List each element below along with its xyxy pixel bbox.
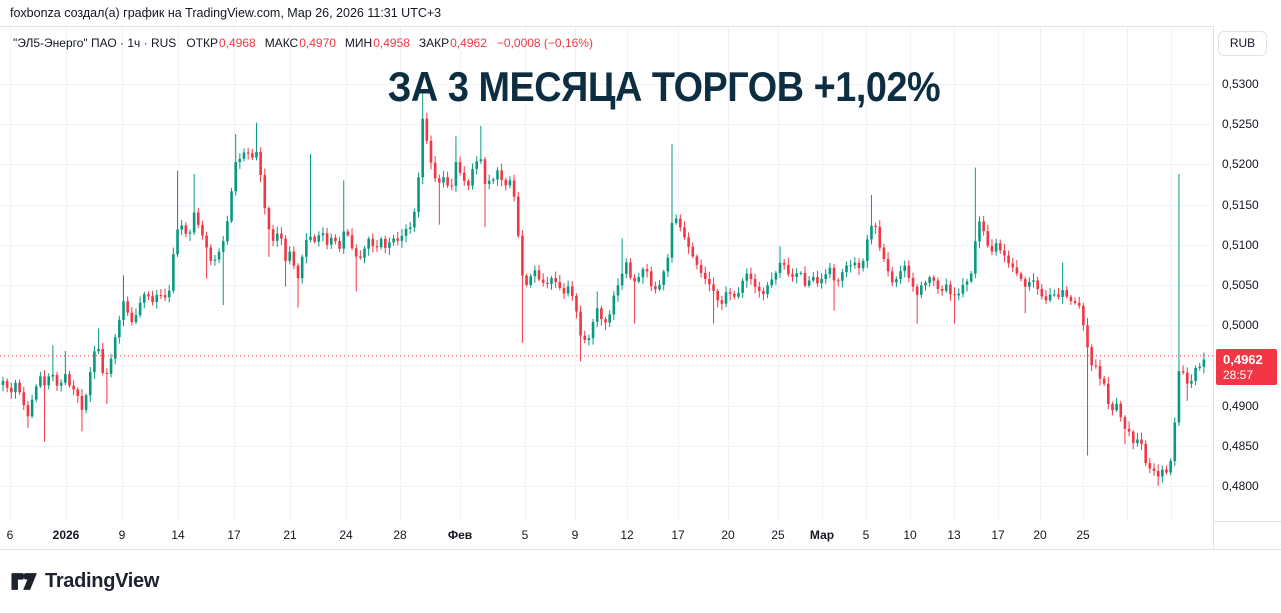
footer: TradingView (0, 550, 1281, 613)
high-value: 0,4970 (299, 36, 336, 50)
close-value: 0,4962 (450, 36, 487, 50)
panel-borders (0, 26, 1281, 550)
time-axis[interactable]: 6 2026 9 14 17 21 24 28 Фев 5 9 12 17 20 25 Мар 5 10 13 17 2… (0, 521, 1213, 549)
time-tick-label: 17 (991, 528, 1005, 542)
price-tick-label: 0,5000 (1222, 318, 1259, 333)
time-tick-label: 12 (620, 528, 634, 542)
legend-field-open: ОТКР0,4968 (186, 36, 255, 50)
time-tick-label: 5 (862, 528, 870, 542)
last-price-badge[interactable]: 0,4962 28:57 (1216, 349, 1277, 385)
legend: "ЭЛ5-Энерго" ПАО · 1ч · RUS ОТКР0,4968 МАК… (13, 36, 593, 51)
price-tick-label: 0,5150 (1222, 197, 1259, 212)
time-tick-label: 20 (721, 528, 735, 542)
time-tick-label: 25 (771, 528, 785, 542)
close-label: ЗАКР (418, 36, 450, 50)
low-value: 0,4958 (373, 36, 410, 50)
price-tick-label: 0,4850 (1222, 438, 1259, 453)
open-label: ОТКР (186, 36, 218, 50)
time-tick-label: 5 (521, 528, 529, 542)
tradingview-logo-icon (11, 572, 37, 590)
time-tick-label: 17 (227, 528, 241, 542)
time-tick-label: 21 (283, 528, 297, 542)
time-tick-label: 13 (947, 528, 961, 542)
time-tick-label: 9 (118, 528, 126, 542)
time-tick-label: 14 (171, 528, 185, 542)
price-tick-label: 0,5300 (1222, 77, 1259, 91)
open-value: 0,4968 (218, 36, 256, 50)
attribution-bar: foxbonza создал(а) график на TradingView… (10, 0, 441, 26)
price-tick-label: 0,5250 (1222, 117, 1259, 132)
time-tick-label: 9 (571, 528, 579, 542)
price-tick-label: 0,5200 (1222, 157, 1259, 172)
time-tick-label: 25 (1076, 528, 1090, 542)
time-tick-label: 28 (393, 528, 407, 542)
low-label: МИН (344, 36, 373, 50)
legend-field-high: МАКС0,4970 (265, 36, 336, 50)
tradingview-logo[interactable]: TradingView (11, 570, 159, 593)
time-tick-label: Фев (447, 528, 473, 542)
time-tick-label: 2026 (52, 528, 80, 542)
currency-button[interactable]: RUB (1218, 31, 1267, 56)
time-tick-label: 17 (671, 528, 685, 542)
bar-countdown: 28:57 (1223, 368, 1254, 382)
grid (0, 26, 1213, 521)
tradingview-logo-text: TradingView (45, 570, 160, 592)
high-label: МАКС (264, 36, 299, 50)
price-tick-label: 0,4900 (1222, 398, 1259, 413)
time-tick-label: 24 (339, 528, 353, 542)
price-tick-label: 0,5100 (1222, 237, 1259, 252)
time-tick-label: Мар (809, 528, 835, 542)
time-tick-label: 6 (6, 528, 14, 542)
legend-field-low: МИН0,4958 (345, 36, 410, 50)
change-value: −0,0008 (−0,16%) (496, 36, 593, 50)
legend-field-close: ЗАКР0,4962 (419, 36, 487, 50)
attribution-text: foxbonza создал(а) график на TradingView… (10, 6, 442, 20)
last-price: 0,4962 (1223, 352, 1263, 367)
price-tick-label: 0,5050 (1222, 278, 1259, 292)
price-axis[interactable]: RUB 0,4962 28:57 0,5300 0,5250 0,5200 0,515… (1214, 26, 1281, 521)
candlestick-series (1, 93, 1206, 486)
price-tick-label: 0,4800 (1222, 479, 1259, 493)
time-tick-label: 10 (903, 528, 917, 542)
symbol-title[interactable]: "ЭЛ5-Энерго" ПАО · 1ч · RUS (13, 36, 177, 50)
time-tick-label: 20 (1033, 528, 1047, 542)
